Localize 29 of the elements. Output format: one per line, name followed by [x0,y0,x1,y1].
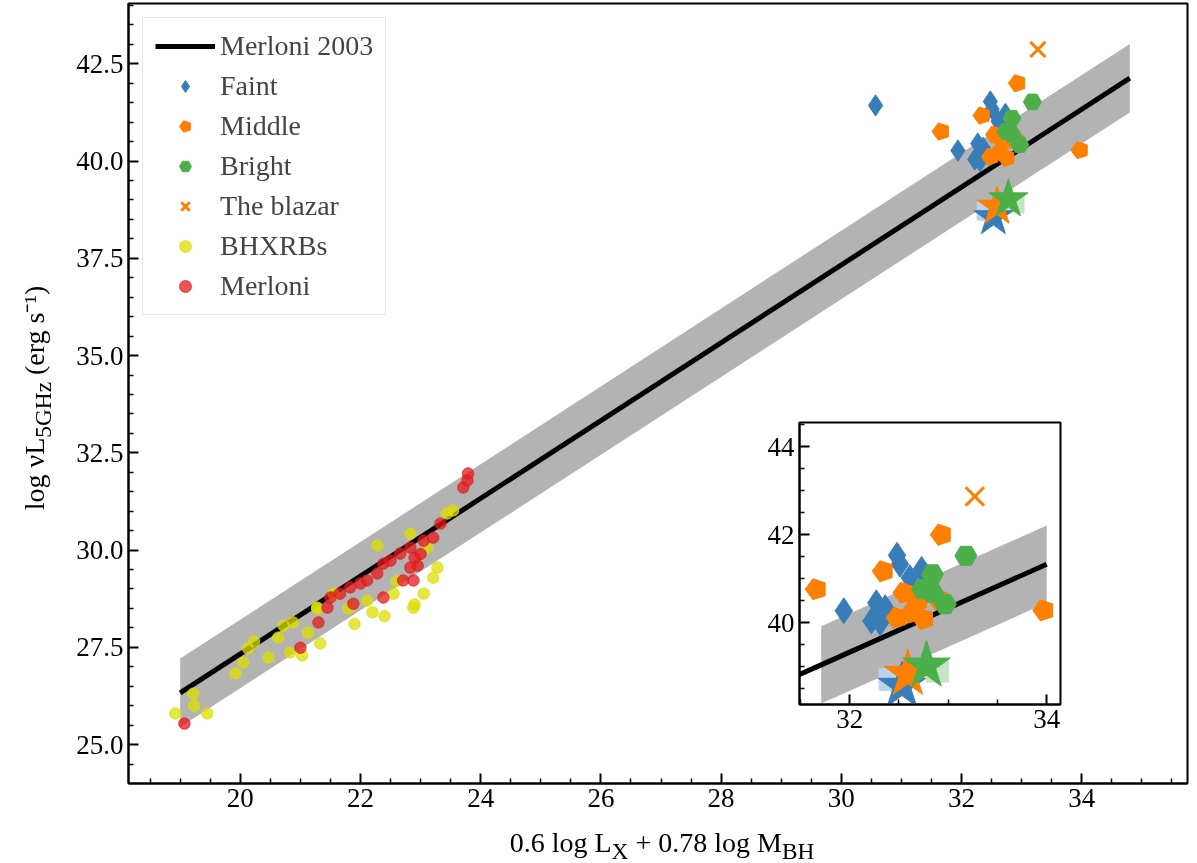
y-tick-label: 25.0 [76,729,124,760]
x-axis-title: 0.6 log L$_{X}$ + 0.78 log M$_{BH}$ [509,826,815,863]
x-tick-label: 32 [836,703,864,734]
x-tick-label: 26 [587,782,615,813]
y-tick-label: 40 [767,607,795,638]
legend-label: BHXRBs [220,230,328,262]
legend-label: Merloni [220,270,311,302]
y-tick-label: 42.5 [76,48,124,79]
x-tick-label: 22 [346,782,374,813]
y-tick-label: 44 [767,431,795,462]
y-tick-label: 35.0 [76,340,124,371]
y-tick-label: 30.0 [76,535,124,566]
x-tick-label: 34 [1068,782,1096,813]
x-tick-label: 30 [827,782,855,813]
y-tick-label: 32.5 [76,437,124,468]
x-tick-label: 20 [226,782,254,813]
legend-label: Faint [220,70,278,102]
x-tick-label: 32 [948,782,976,813]
y-tick-label: 27.5 [76,632,124,663]
y-tick-label: 37.5 [76,243,124,274]
legend-label: Middle [220,110,301,142]
x-tick-label: 34 [1033,703,1061,734]
x-tick-label: 24 [467,782,495,813]
legend-label: Merloni 2003 [220,30,374,62]
y-tick-label: 40.0 [76,146,124,177]
y-tick-label: 42 [767,519,795,550]
legend-label: The blazar [220,190,339,222]
legend-label: Bright [220,150,292,182]
x-tick-label: 28 [707,782,735,813]
